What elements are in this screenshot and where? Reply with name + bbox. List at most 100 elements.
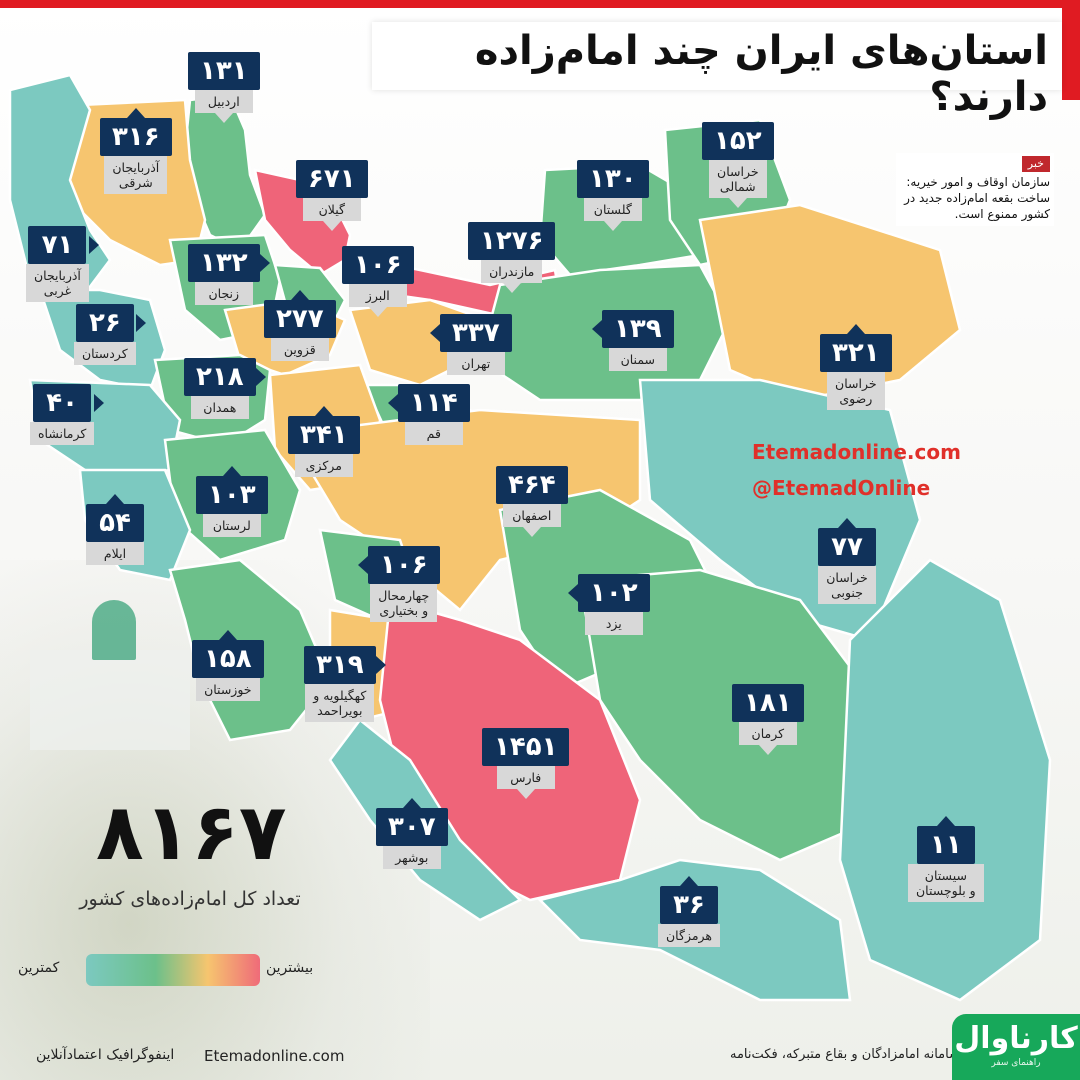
province-badge: ۳۴۱ مرکزی	[288, 406, 360, 477]
watermark-site[interactable]: Etemadonline.com	[752, 440, 961, 464]
province-shape	[838, 558, 1052, 1002]
province-name: بوشهر	[382, 846, 441, 869]
province-name: اصفهان	[502, 504, 561, 527]
legend-low-label: کمترین	[18, 960, 60, 976]
province-count: ۳۳۷	[440, 314, 512, 352]
province-count: ۱۰۶	[368, 546, 440, 584]
pointer-arrow	[358, 556, 368, 574]
province-badge: ۱۳۱ اردبیل	[188, 52, 260, 123]
province-name: کرمانشاه	[30, 422, 95, 445]
province-badge: ۱۳۹ سمنان	[592, 310, 674, 371]
pointer-arrow	[106, 494, 124, 504]
province-count: ۳۱۶	[100, 118, 172, 156]
province-name: کهگیلویه و بویراحمد	[305, 684, 375, 722]
province-badge: ۳۲۱ خراسان رضوی	[820, 324, 892, 410]
province-count: ۳۰۷	[376, 808, 448, 846]
province-count: ۲۷۷	[264, 300, 336, 338]
province-count: ۱۳۰	[577, 160, 649, 198]
total-label: تعداد کل امام‌زاده‌های کشور	[79, 888, 301, 910]
province-badge: ۱۲۷۶ مازندران	[468, 222, 556, 293]
right-accent-bar	[1062, 0, 1080, 100]
province-badge: ۱۰۶ چهارمحال و بختیاری	[358, 546, 440, 622]
province-name: فارس	[496, 766, 555, 789]
shrine-photo	[30, 650, 190, 750]
province-shape	[698, 203, 962, 402]
pointer-arrow	[314, 406, 333, 416]
province-count: ۴۰	[33, 384, 92, 422]
pointer-arrow	[214, 113, 233, 123]
province-count: ۱۵۸	[192, 640, 264, 678]
pointer-arrow	[502, 283, 521, 293]
title-box: استان‌های ایران چند امام‌زاده دارند؟	[372, 22, 1062, 120]
pointer-arrow	[846, 324, 865, 334]
province-count: ۱۸۱	[732, 684, 804, 722]
province-badge: ۳۰۷ بوشهر	[376, 798, 448, 869]
province-badge: ۲۶ کردستان	[74, 304, 146, 365]
province-count: ۴۶۴	[496, 466, 568, 504]
province-name: چهارمحال و بختیاری	[370, 584, 438, 622]
province-badge: ۴۰ کرمانشاه	[30, 384, 105, 445]
province-count: ۵۴	[86, 504, 144, 542]
pointer-arrow	[255, 368, 266, 386]
province-count: ۳۴۱	[288, 416, 360, 454]
province-name: البرز	[348, 284, 407, 307]
footer-site[interactable]: Etemadonline.com	[204, 1047, 345, 1065]
province-name: لرستان	[202, 514, 261, 537]
province-name: زنجان	[194, 282, 253, 305]
province-name: آذربایجان شرقی	[104, 156, 168, 194]
province-name: همدان	[190, 396, 249, 419]
province-badge: ۳۳۷ تهران	[430, 314, 512, 375]
pointer-arrow	[388, 394, 398, 412]
province-badge: ۳۱۹ کهگیلویه و بویراحمد	[304, 646, 386, 722]
pointer-arrow	[568, 584, 578, 602]
province-count: ۲۱۸	[184, 358, 256, 396]
province-badge: ۲۱۸ همدان	[184, 358, 266, 419]
province-badge: ۲۷۷ قزوین	[264, 290, 336, 361]
province-name: یزد	[584, 612, 643, 635]
province-badge: ۱۰۳ لرستان	[196, 466, 268, 537]
pointer-arrow	[290, 290, 309, 300]
province-count: ۱۱۴	[398, 384, 470, 422]
province-badge: ۱۰۲ یزد	[568, 574, 650, 635]
brand-logo: کارناوال	[952, 1014, 1080, 1080]
news-tag: خبر	[1021, 156, 1050, 172]
province-badge: ۳۶ هرمزگان	[658, 876, 721, 947]
province-name: مرکزی	[294, 454, 353, 477]
watermark-handle[interactable]: @EtemadOnline	[752, 476, 931, 500]
province-name: خراسان رضوی	[826, 372, 885, 410]
province-count: ۱۰۳	[196, 476, 268, 514]
watermark: Etemadonline.com @EtemadOnline	[752, 434, 961, 506]
pointer-arrow	[430, 324, 440, 342]
province-count: ۷۷	[818, 528, 876, 566]
province-name: آذربایجان غربی	[26, 264, 89, 302]
province-count: ۱۳۹	[602, 310, 674, 348]
pointer-arrow	[592, 320, 602, 338]
province-name: سمنان	[608, 348, 667, 371]
province-shape	[308, 408, 642, 612]
pointer-arrow	[375, 656, 386, 674]
province-name: کردستان	[74, 342, 136, 365]
pointer-arrow	[88, 236, 99, 254]
province-badge: ۱۳۲ زنجان	[188, 244, 270, 305]
pointer-arrow	[758, 745, 777, 755]
pointer-arrow	[838, 518, 856, 528]
province-count: ۱۲۷۶	[468, 222, 556, 260]
province-name: کرمان	[738, 722, 797, 745]
pointer-arrow	[368, 307, 387, 317]
province-count: ۳۶	[660, 886, 719, 924]
province-badge: ۱۱۴ قم	[388, 384, 470, 445]
brand-tagline: راهنمای سفر	[991, 1058, 1041, 1068]
province-badge: ۷۱ آذربایجان غربی	[26, 226, 99, 302]
top-accent-bar	[0, 0, 1080, 8]
province-name: ایلام	[86, 542, 144, 565]
province-count: ۱۳۲	[188, 244, 260, 282]
province-name: گلستان	[583, 198, 642, 221]
pointer-arrow	[728, 198, 747, 208]
province-count: ۱۱	[916, 826, 975, 864]
province-count: ۷۱	[28, 226, 87, 264]
footer-source: منبع: سامانه امامزادگان و بقاع متبرکه، ف…	[730, 1047, 991, 1062]
pointer-arrow	[94, 394, 105, 412]
pointer-arrow	[259, 254, 270, 272]
province-name: مازندران	[481, 260, 543, 283]
